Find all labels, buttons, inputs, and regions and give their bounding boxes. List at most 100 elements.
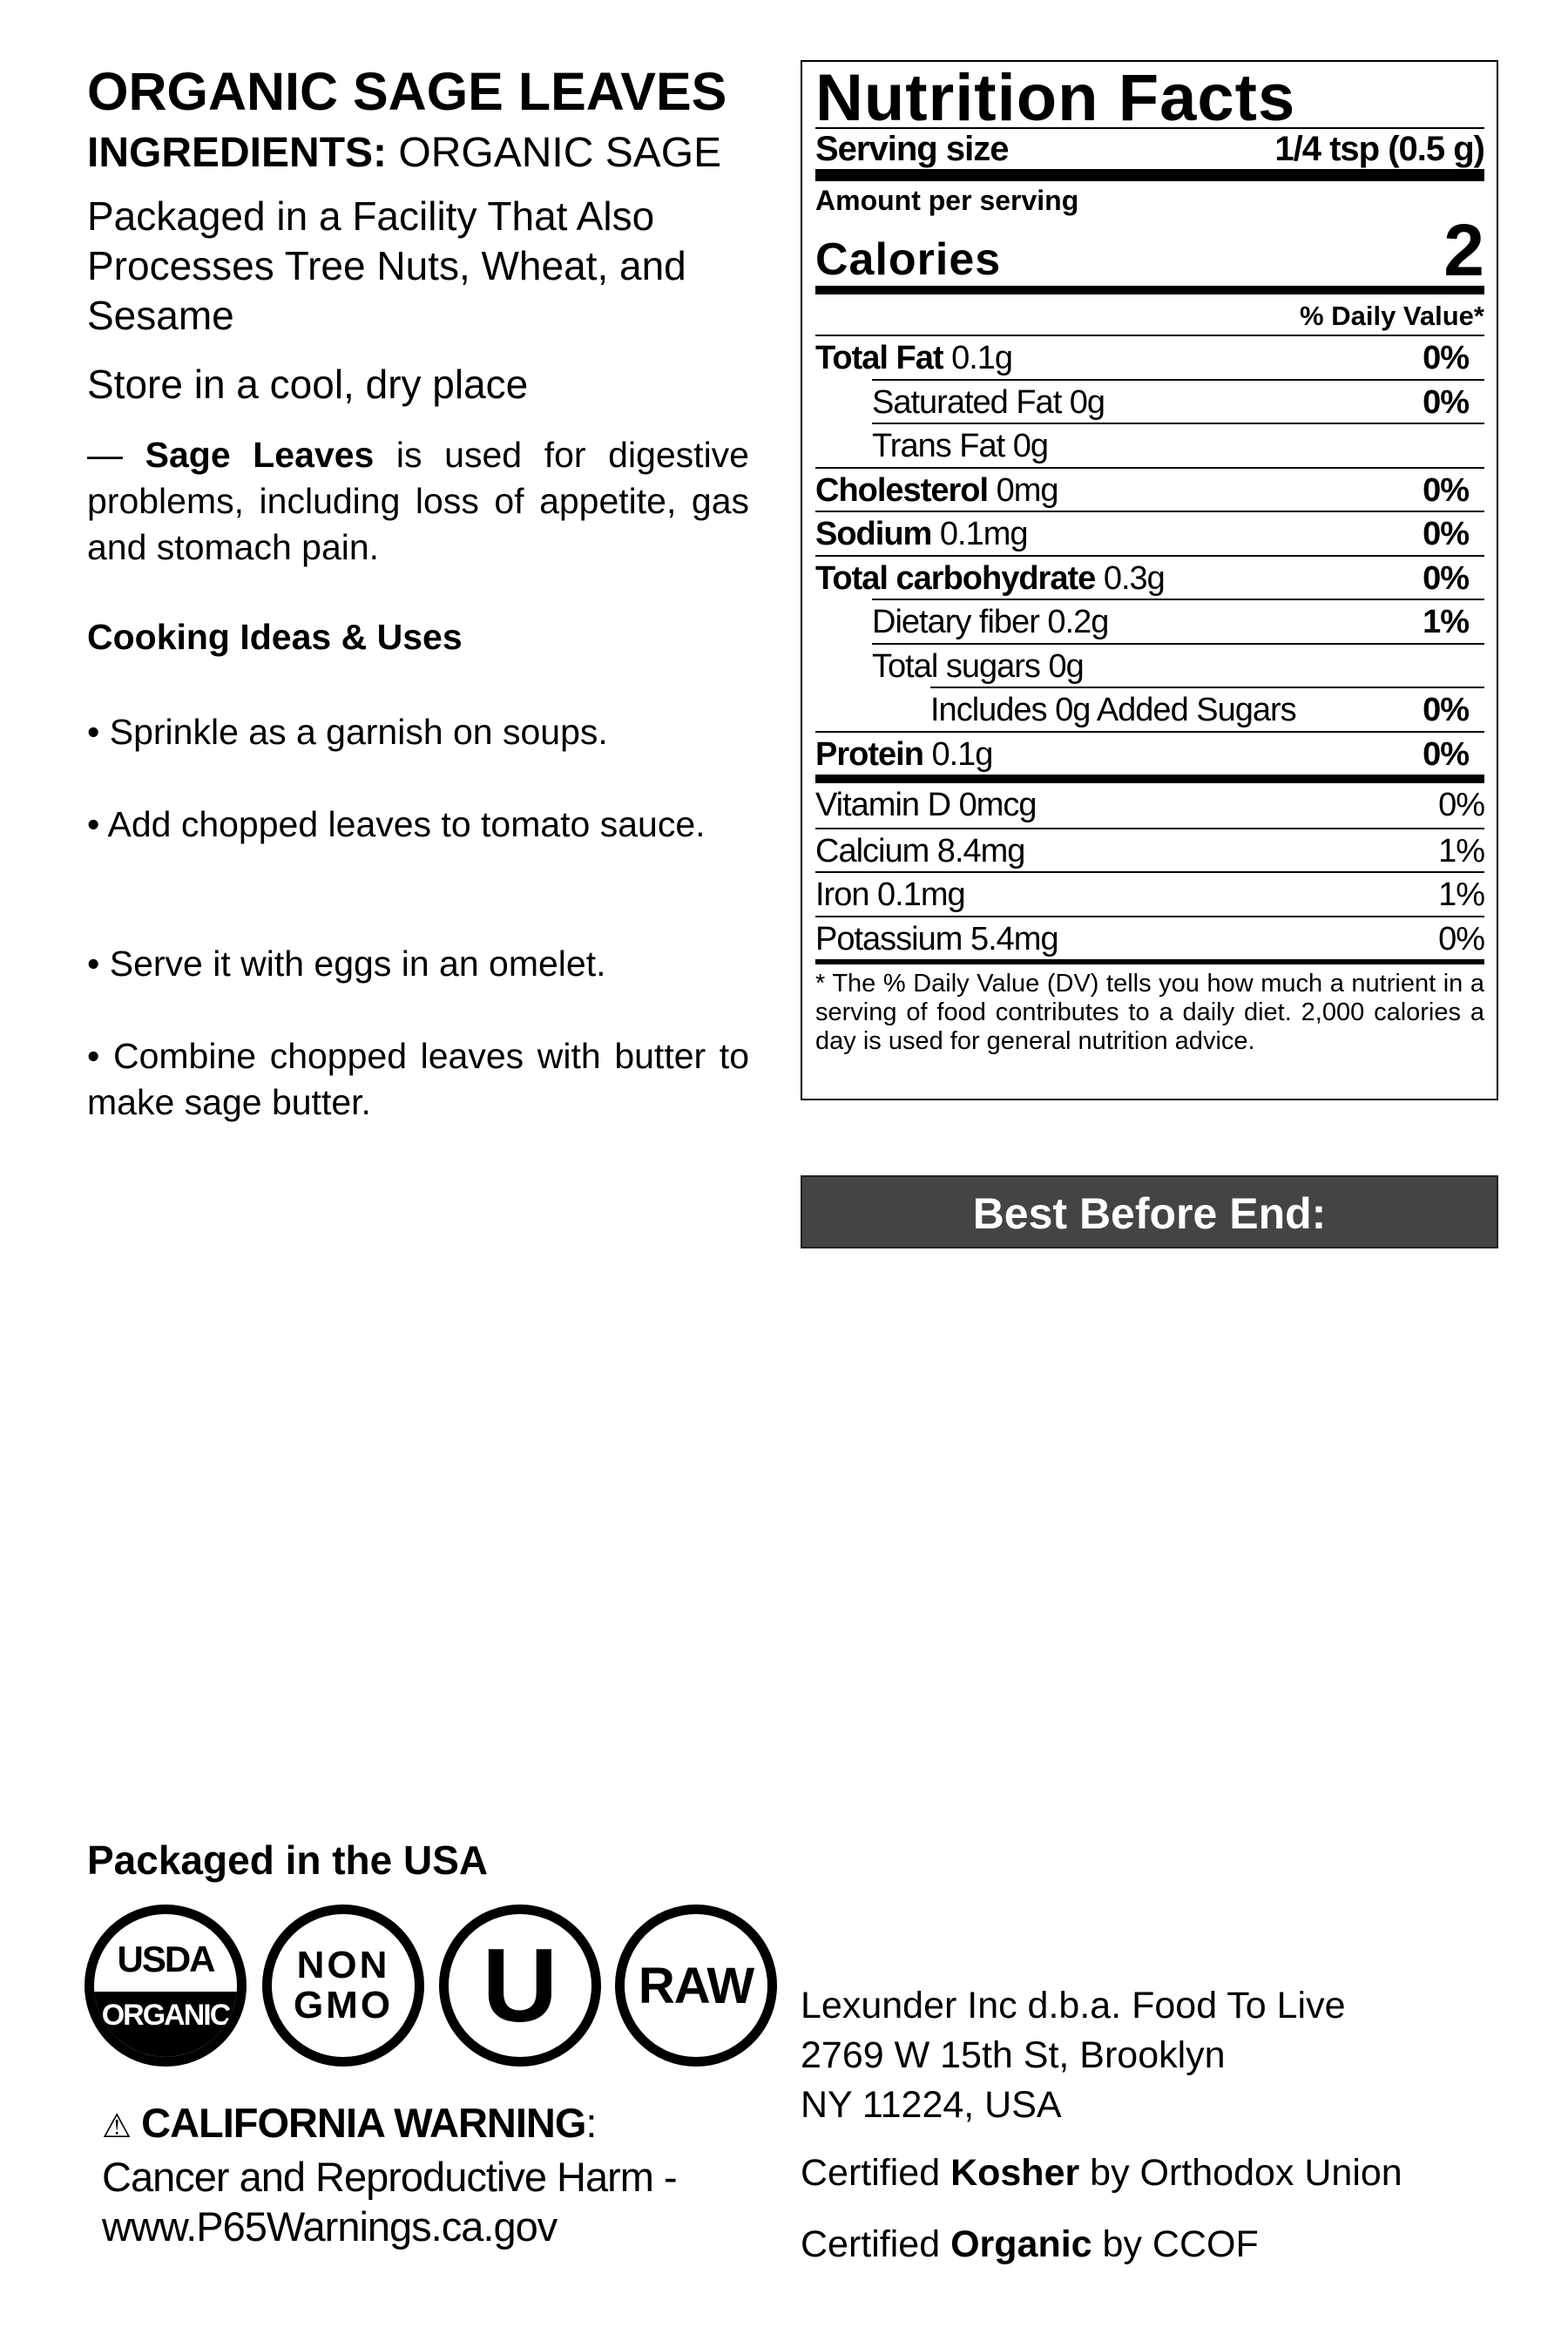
nutrient-row: Protein 0.1g 0% [815,730,1484,775]
nutrient-label: Total sugars 0g [872,647,1085,685]
non-text: NON [296,1944,390,1986]
usda-text: USDA [117,1938,215,1979]
nutrient-amount: 0.1mg [931,516,1029,552]
vitamin-name: Vitamin D 0mcg [815,787,1037,823]
nutrient-dv: 0% [1423,735,1470,773]
raw-text: RAW [638,1957,754,2014]
calories-row: Calories 2 [815,209,1484,291]
gmo-text: GMO [293,1984,394,2026]
nutrient-name: Total sugars 0g [872,645,1085,687]
description: — Sage Leaves is used for digestive prob… [87,432,749,571]
nutrient-dv: 0% [1423,383,1470,421]
nutrient-name: Total Fat 0.1g [815,336,1013,379]
nutrient-dv: 0% [1423,559,1470,597]
description-name: Sage Leaves [145,435,375,475]
nutrient-name: Saturated Fat 0g [872,381,1105,423]
cooking-item: • Add chopped leaves to tomato sauce. [87,804,706,844]
nutrient-name: Dietary fiber 0.2g [872,600,1109,643]
organic-text: ORGANIC [94,1989,237,2057]
vitamin-dv: 1% [1438,876,1485,913]
warning-line: Cancer and Reproductive Harm - [102,2154,678,2200]
nutrient-dv: 0% [1423,516,1470,552]
nutrient-label: Trans Fat 0g [872,428,1049,464]
divider [815,959,1484,964]
storage-instructions: Store in a cool, dry place [87,362,529,407]
daily-value-header: % Daily Value* [1300,301,1484,331]
ingredients-value: ORGANIC SAGE [398,130,722,176]
ingredients: INGREDIENTS: ORGANIC SAGE [87,129,721,177]
cooking-heading: Cooking Ideas & Uses [87,617,463,657]
nutrient-dv: 0% [1423,471,1470,509]
nutrient-name: Trans Fat 0g [872,424,1049,467]
organic-cert: Certified Organic by CCOF [801,2223,1259,2266]
nutrient-label: Total Fat [815,340,944,376]
product-title: ORGANIC SAGE LEAVES [87,62,727,121]
nutrient-name: Cholesterol 0mg [815,469,1059,511]
usda-organic-badge: USDA ORGANIC [84,1905,247,2067]
nutrient-row: Cholesterol 0mg 0% [815,466,1484,511]
ingredients-label: INGREDIENTS: [87,130,388,176]
nutrient-name: Total carbohydrate 0.3g [815,557,1166,599]
cert-text: by Orthodox Union [1079,2152,1402,2194]
vitamin-row: Potassium 5.4mg 0% [815,915,1485,960]
ou-text: U [482,1927,558,2044]
nutrient-dv: 0% [1423,340,1470,376]
divider [815,775,1484,783]
nutrition-title: Nutrition Facts [815,61,1296,135]
dash: — [87,435,145,475]
serving-size: Serving size 1/4 tsp (0.5 g) [815,129,1485,169]
kosher-ou-badge: U [439,1905,601,2067]
nutrient-dv: 0% [1423,692,1470,728]
cert-bold: Organic [950,2223,1092,2265]
nutrient-amount: 0.3g [1095,559,1166,597]
allergen-statement: Packaged in a Facility That Also Process… [87,193,686,338]
warning-title: CALIFORNIA WARNING [141,2100,586,2146]
warning-triangle-icon: ⚠ [102,2108,132,2145]
cert-text: Certified [801,2152,951,2194]
nutrient-row: Trans Fat 0g [872,423,1484,467]
cooking-item: • Sprinkle as a garnish on soups. [87,712,608,752]
colon: : [585,2100,597,2146]
vitamin-dv: 0% [1438,787,1485,823]
footnote: * The % Daily Value (DV) tells you how m… [815,970,1484,1055]
nutrient-name: Sodium 0.1mg [815,512,1029,555]
nutrient-name: Includes 0g Added Sugars [930,688,1297,731]
cert-text: Certified [801,2223,951,2265]
nutrient-label: Dietary fiber 0.2g [872,604,1109,640]
packaged-in: Packaged in the USA [87,1837,489,1883]
nutrient-row: Total Fat 0.1g 0% [815,335,1484,379]
warning-url: www.P65Warnings.ca.gov [102,2203,558,2250]
nutrient-label: Protein [815,735,924,773]
nutrient-label: Saturated Fat 0g [872,383,1105,421]
nutrient-row: Sodium 0.1mg 0% [815,511,1484,555]
vitamin-dv: 1% [1438,832,1485,869]
vitamin-name: Potassium 5.4mg [815,920,1059,957]
cert-text: by CCOF [1092,2223,1259,2265]
nutrient-label: Includes 0g Added Sugars [930,692,1297,728]
calories-value: 2 [1443,209,1484,291]
nutrient-amount: 0.1g [943,340,1013,376]
nutrition-facts-panel: Nutrition Facts Serving size 1/4 tsp (0.5… [801,60,1498,1100]
company-name: Lexunder Inc d.b.a. Food To Live [801,1985,1346,2026]
company-address: Lexunder Inc d.b.a. Food To Live 2769 W … [801,1981,1346,2130]
serving-value: 1/4 tsp (0.5 g) [1274,130,1485,168]
raw-badge: RAW [615,1905,777,2067]
california-warning: ⚠ CALIFORNIA WARNING: Cancer and Reprodu… [102,2098,678,2251]
nutrient-row: Dietary fiber 0.2g 1% [872,599,1484,643]
nutrient-row: Total carbohydrate 0.3g 0% [815,554,1484,599]
best-before-bar: Best Before End: [801,1175,1498,1248]
amount-per-serving: Amount per serving [815,185,1079,216]
cooking-item: • Combine chopped leaves with butter to … [87,1036,749,1122]
nutrient-row: Saturated Fat 0g 0% [872,378,1484,423]
address-line: 2769 W 15th St, Brooklyn [801,2034,1226,2076]
vitamin-row: Iron 0.1mg 1% [815,871,1485,916]
vitamin-row: Vitamin D 0mcg 0% [815,783,1485,828]
nutrient-label: Cholesterol [815,471,989,509]
divider [815,286,1484,294]
nutrient-amount: 0.1g [923,735,993,773]
address-line: NY 11224, USA [801,2084,1062,2126]
cert-bold: Kosher [950,2152,1080,2194]
calories-label: Calories [815,234,1002,285]
kosher-cert: Certified Kosher by Orthodox Union [801,2152,1402,2195]
vitamin-row: Calcium 8.4mg 1% [815,827,1485,872]
